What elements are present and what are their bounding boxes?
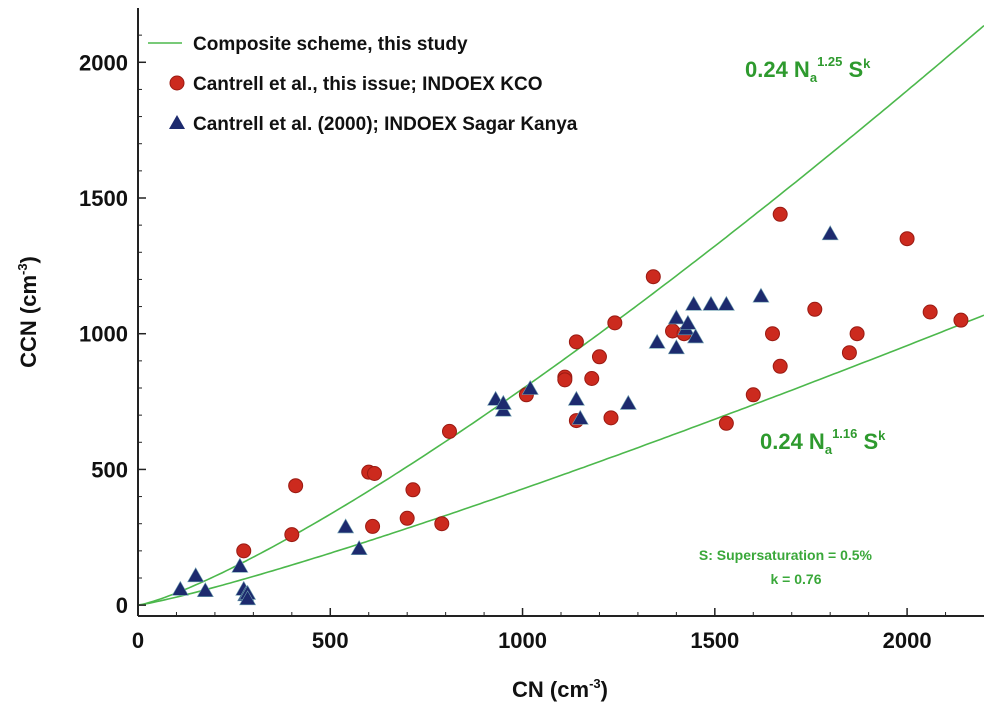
upper-curve-label: 0.24 Na1.25 Sk [745,54,871,85]
sagar-kanya-data-point [187,567,205,583]
kco-data-point [557,372,573,388]
sagar-kanya-data-point [567,390,585,406]
axes [137,8,984,617]
y-tick-label: 1500 [79,186,128,211]
kco-data-point [434,516,450,532]
sagar-kanya-data-point [239,590,257,606]
sagar-kanya-data-point [337,518,355,534]
sagar-kanya-data-point [619,394,637,410]
kco-data-point [284,527,300,543]
kco-data-point [591,349,607,365]
kco-data-point [288,478,304,494]
y-tick-label: 1000 [79,322,128,347]
x-tick-label: 2000 [883,628,932,653]
kco-data-point [568,334,584,350]
kco-data-point [236,543,252,559]
legend: Composite scheme, this study Cantrell et… [148,34,578,135]
legend-triangle-marker [169,115,185,129]
kco-data-point [399,510,415,526]
kco-data-point [899,231,915,247]
kco-data-point [441,423,457,439]
kco-data-point [365,518,381,534]
sagar-kanya-data-point [685,295,703,311]
legend-label-kco: Cantrell et al., this issue; INDOEX KCO [193,74,542,95]
sagar-kanya-data-point [667,309,685,325]
lower-curve-label: 0.24 Na1.16 Sk [760,426,886,457]
kco-data-point [922,304,938,320]
x-tick-label: 0 [132,628,144,653]
x-tick-label: 1000 [498,628,547,653]
y-tick-label: 500 [91,457,128,482]
kco-data-point [765,326,780,342]
kco-data-point [745,387,761,403]
sagar-kanya-data-point [717,295,735,311]
kco-data-point [807,301,823,317]
kco-data-point [841,345,857,361]
fit-curves [137,24,984,606]
legend-label-sagar-kanya: Cantrell et al. (2000); INDOEX Sagar Kan… [193,114,578,135]
k-value-note: k = 0.76 [771,571,822,587]
y-tick-label: 0 [116,593,128,618]
sagar-kanya-data-point [702,295,720,311]
sagar-kanya-data-point [521,379,539,395]
kco-data-point [603,410,619,426]
kco-data-point [718,415,734,431]
legend-circle-marker [169,75,185,91]
sagar-kanya-data-point [821,225,839,241]
data-points [171,206,969,606]
sagar-kanya-data-point [171,580,189,596]
lower-fit-curve [137,314,984,606]
y-axis-label: CCN (cm-3) [15,256,41,368]
supersaturation-note: S: Supersaturation = 0.5% [699,547,873,563]
upper-fit-curve [137,24,984,606]
sagar-kanya-data-point [231,557,249,573]
kco-data-point [405,482,421,498]
x-tick-label: 1500 [690,628,739,653]
sagar-kanya-data-point [196,582,214,598]
kco-data-point [645,269,661,285]
sagar-kanya-data-point [679,314,697,330]
y-tick-label: 2000 [79,50,128,75]
legend-label-composite: Composite scheme, this study [193,34,468,55]
kco-data-point [607,315,623,331]
sagar-kanya-data-point [648,333,666,349]
kco-data-point [584,371,600,386]
tick-labels: 0 500 1000 1500 2000 0 500 1000 1500 2000 [79,50,932,653]
sagar-kanya-data-point [494,394,512,410]
kco-data-point [772,206,788,222]
x-axis-label: CN (cm-3) [512,676,608,702]
x-tick-label: 500 [312,628,349,653]
kco-data-point [849,326,865,342]
sagar-kanya-data-point [667,339,685,355]
kco-data-point [772,358,788,374]
sagar-kanya-data-point [752,287,770,303]
kco-data-point [953,312,969,328]
sagar-kanya-data-point [571,409,589,425]
sagar-kanya-data-point [350,540,368,555]
kco-data-point [366,466,382,481]
sagar-kanya-data-point [687,328,705,344]
